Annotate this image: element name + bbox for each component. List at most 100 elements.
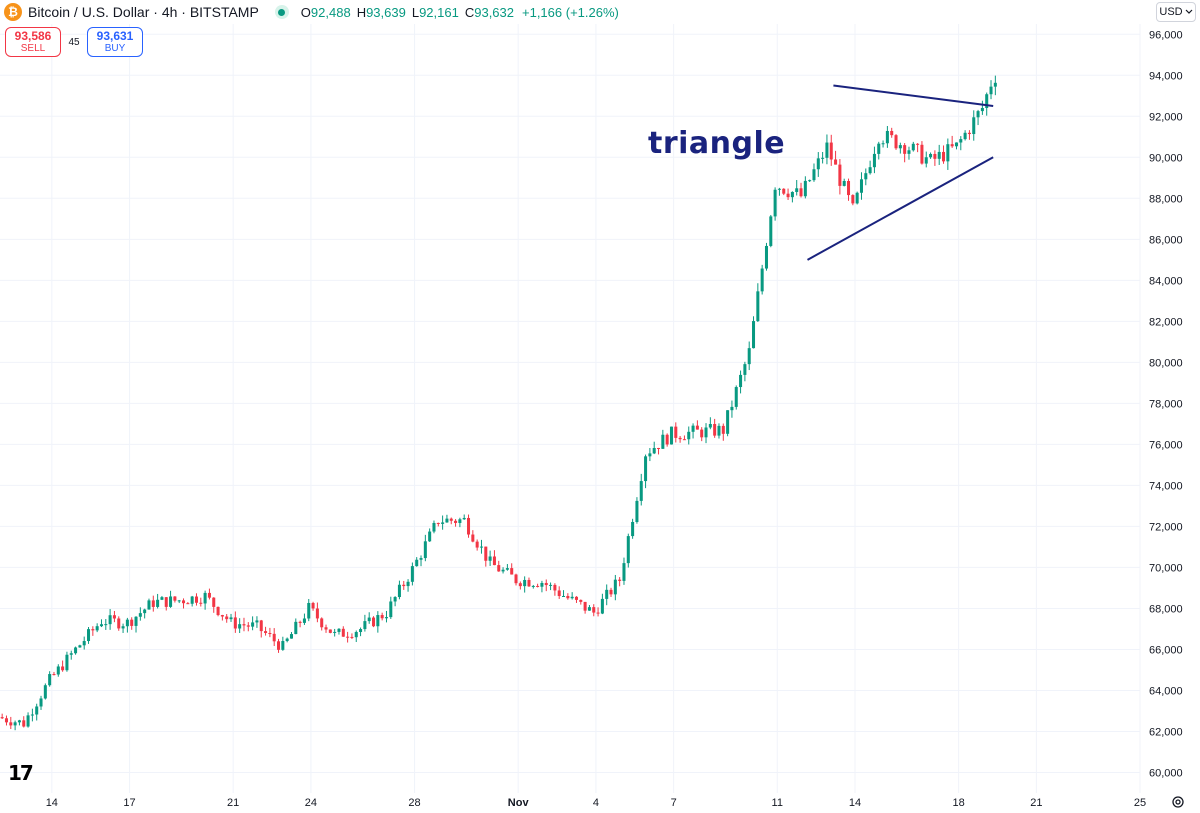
- symbol-title[interactable]: Bitcoin / U.S. Dollar · 4h · BITSTAMP: [28, 4, 259, 20]
- candle: [942, 145, 946, 164]
- candle: [808, 179, 812, 183]
- time-axis[interactable]: 14 17 21 24 28 Nov 4 7 11 14 18 21 25: [46, 797, 1146, 809]
- candle-body: [954, 142, 958, 147]
- candle-body: [441, 522, 445, 524]
- candle: [95, 623, 99, 633]
- candle: [320, 617, 324, 631]
- candle: [220, 614, 224, 621]
- candle-body: [467, 517, 471, 535]
- candle: [74, 646, 78, 655]
- candle: [816, 152, 820, 177]
- currency-selector[interactable]: USD: [1156, 2, 1196, 22]
- candle-body: [898, 145, 902, 149]
- candle-body: [540, 582, 544, 587]
- candle-body: [26, 715, 30, 727]
- triangle-annotation[interactable]: triangle: [648, 126, 786, 161]
- price-tick-label: 94,000: [1149, 70, 1183, 82]
- candle-body: [238, 624, 242, 629]
- candle-body: [406, 581, 410, 587]
- candle-body: [402, 584, 406, 587]
- candle: [78, 644, 82, 648]
- candle: [0, 713, 4, 719]
- candle-body: [505, 568, 509, 570]
- candle-body: [782, 188, 786, 194]
- date-tick-label: 7: [671, 797, 677, 809]
- candle-body: [220, 615, 224, 617]
- candle: [829, 134, 833, 166]
- candle: [497, 560, 501, 572]
- candle: [933, 150, 937, 166]
- candle-body: [367, 617, 371, 622]
- candle: [410, 562, 414, 586]
- candle-body: [946, 144, 950, 162]
- candle: [747, 341, 751, 371]
- candle: [26, 712, 30, 728]
- candle-body: [834, 159, 838, 165]
- candle: [937, 144, 941, 165]
- candle-body: [488, 556, 492, 561]
- date-tick-label: 11: [772, 797, 783, 809]
- candle: [501, 567, 505, 574]
- candle: [631, 518, 635, 539]
- candle-body: [346, 636, 350, 638]
- candle: [56, 664, 60, 677]
- candle: [35, 703, 39, 721]
- candle: [315, 602, 319, 623]
- settings-icon[interactable]: [1170, 794, 1186, 810]
- candle: [540, 580, 544, 593]
- candle-body: [43, 685, 47, 699]
- price-tick-label: 60,000: [1149, 767, 1183, 779]
- candle: [842, 178, 846, 187]
- price-tick-label: 68,000: [1149, 603, 1183, 615]
- candle: [65, 651, 69, 672]
- candle-body: [916, 143, 920, 145]
- candle-body: [56, 666, 60, 675]
- candle-body: [773, 189, 777, 217]
- candle-body: [808, 180, 812, 182]
- candle: [752, 316, 756, 349]
- candle-body: [734, 387, 738, 407]
- candle: [890, 127, 894, 138]
- candle: [618, 577, 622, 587]
- candle-body: [903, 145, 907, 154]
- candle-body: [458, 519, 462, 523]
- candle: [39, 695, 43, 710]
- candle-body: [419, 558, 423, 560]
- ohlc-low: L92,161: [411, 4, 459, 20]
- candle-body: [747, 348, 751, 365]
- candle-body: [920, 144, 924, 164]
- candle-body: [333, 631, 337, 633]
- candle: [272, 628, 276, 647]
- candle-body: [868, 167, 872, 174]
- candle-body: [462, 517, 466, 520]
- candle-body: [726, 410, 730, 434]
- candle-body: [605, 589, 609, 599]
- candle: [985, 92, 989, 116]
- candle-body: [864, 173, 868, 180]
- price-axis[interactable]: 96,000 94,000 92,000 90,000 88,000 86,000 84,0…: [1149, 29, 1183, 779]
- candle-body: [112, 615, 116, 619]
- candle-body: [216, 606, 220, 616]
- candle-body: [557, 590, 561, 597]
- candle: [734, 385, 738, 410]
- candle-body: [963, 132, 967, 140]
- buy-button[interactable]: 93,631 BUY: [87, 27, 143, 57]
- candle: [182, 598, 186, 609]
- candle: [285, 637, 289, 643]
- price-tick-label: 76,000: [1149, 439, 1183, 451]
- candle: [855, 191, 859, 205]
- candle-body: [678, 437, 682, 440]
- market-status-icon[interactable]: [274, 5, 289, 19]
- candle-body: [885, 130, 889, 144]
- price-tick-label: 88,000: [1149, 193, 1183, 205]
- candle: [462, 514, 466, 520]
- price-tick-label: 82,000: [1149, 316, 1183, 328]
- candle-body: [199, 602, 203, 604]
- sell-button[interactable]: 93,586 SELL: [5, 27, 61, 57]
- tradingview-logo[interactable]: 17: [8, 761, 34, 785]
- candle-body: [281, 641, 285, 650]
- candle: [959, 136, 963, 151]
- candle-body: [764, 245, 768, 269]
- candle: [454, 519, 458, 527]
